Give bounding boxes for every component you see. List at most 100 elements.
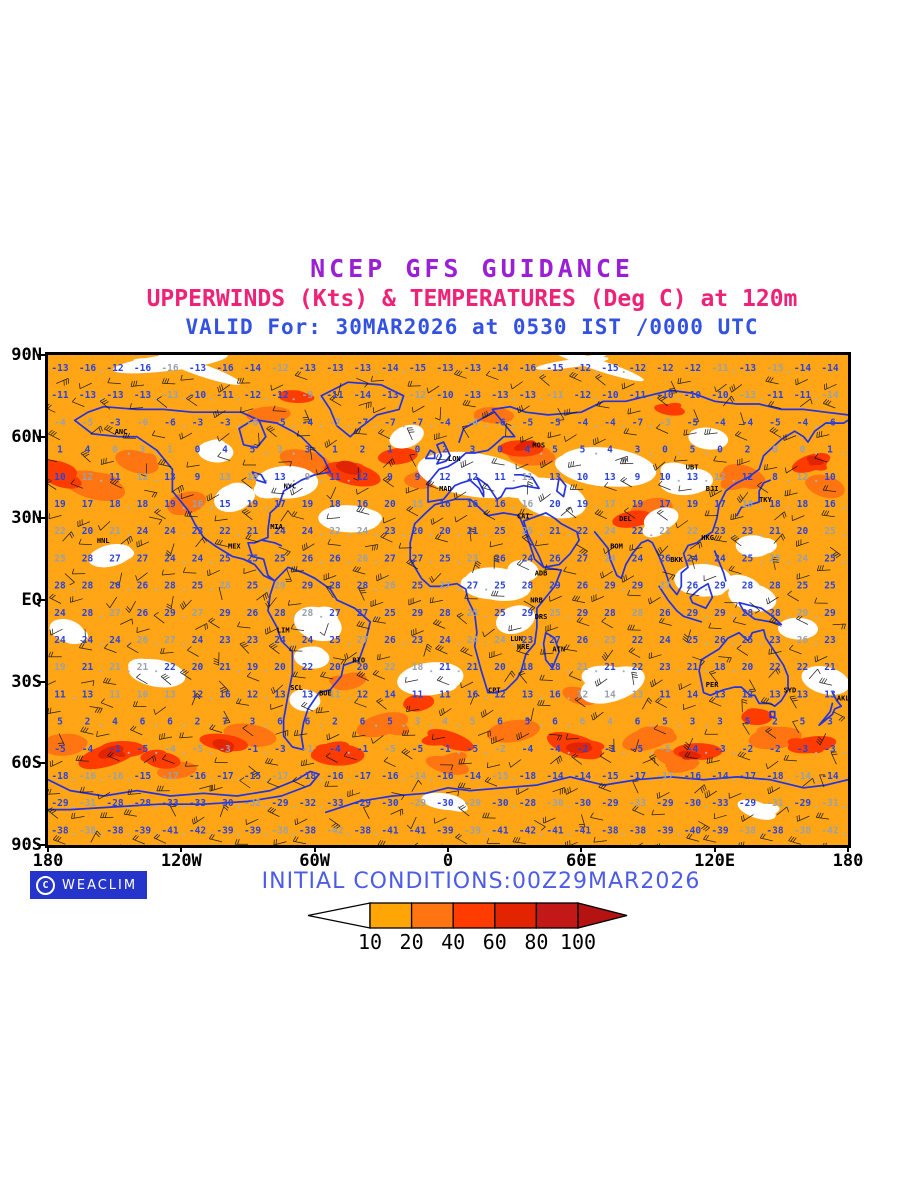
temp-value: 29 — [549, 581, 561, 592]
wind-speed-colorbar: 10 20 40 60 80 100 — [307, 902, 628, 954]
temp-value: -42 — [519, 825, 536, 836]
temp-value: -16 — [436, 771, 453, 782]
x-tick-label: 180 — [832, 851, 864, 871]
temp-value: 24 — [54, 635, 66, 646]
temp-value: -14 — [354, 390, 371, 401]
temp-value: 28 — [742, 608, 754, 619]
y-tick-label: 60S — [11, 753, 42, 774]
temp-value: 20 — [357, 662, 369, 673]
temp-value: 14 — [604, 689, 616, 700]
temp-value: 2 — [195, 717, 201, 728]
temp-value: 29 — [714, 581, 726, 592]
temp-value: 4 — [112, 717, 118, 728]
temp-value: 16 — [467, 689, 479, 700]
temp-value: 27 — [137, 553, 148, 564]
station-label: NRB — [530, 597, 543, 605]
temp-value: 23 — [384, 526, 396, 537]
temp-value: -16 — [134, 363, 151, 374]
temp-value: 29 — [164, 608, 176, 619]
temp-value: 0 — [195, 445, 201, 456]
temp-value: 25 — [824, 581, 836, 592]
station-label: ADB — [535, 570, 548, 578]
temp-value: -13 — [326, 363, 343, 374]
temp-value: 12 — [247, 689, 258, 700]
temp-value: -38 — [739, 825, 756, 836]
temp-value: -29 — [271, 798, 288, 809]
temp-value: 24 — [467, 635, 479, 646]
temp-value: -15 — [601, 363, 618, 374]
temp-value: -5 — [687, 417, 699, 428]
temp-value: 21 — [109, 526, 121, 537]
temp-value: 27 — [357, 635, 368, 646]
temp-value: 23 — [604, 635, 616, 646]
temp-value: -29 — [656, 798, 673, 809]
coastline — [689, 582, 714, 610]
temp-value: -39 — [134, 825, 151, 836]
temp-value: 9 — [415, 472, 421, 483]
temp-value: 25 — [742, 553, 754, 564]
temp-value: -7 — [357, 417, 368, 428]
temp-value: 27 — [577, 553, 588, 564]
weaclim-credit-badge: C WEACLIM — [30, 871, 148, 899]
temp-value: -14 — [821, 363, 838, 374]
temp-value: -16 — [79, 363, 96, 374]
temp-value: -5 — [659, 744, 671, 755]
temp-value: 11 — [109, 472, 121, 483]
temp-value: 25 — [797, 581, 809, 592]
temp-value: 23 — [714, 526, 726, 537]
temp-value: -38 — [601, 825, 618, 836]
temp-value: 25 — [274, 553, 286, 564]
temp-value: 21 — [467, 526, 479, 537]
temp-value: 24 — [164, 526, 176, 537]
temp-value: 13 — [219, 472, 231, 483]
temp-value: 5 — [580, 445, 586, 456]
temp-value: -38 — [794, 825, 811, 836]
temp-value: 28 — [302, 608, 314, 619]
temp-value: 17 — [604, 499, 615, 510]
temp-value: -16 — [189, 771, 206, 782]
temp-value: -13 — [519, 390, 536, 401]
temp-value: 10 — [54, 472, 66, 483]
temp-value: 27 — [357, 608, 368, 619]
temp-value: 25 — [742, 635, 754, 646]
coastline — [427, 473, 540, 503]
temp-value: 28 — [769, 581, 781, 592]
temp-value: 21 — [824, 662, 836, 673]
temp-value: 13 — [824, 689, 836, 700]
temp-value: -16 — [519, 363, 536, 374]
temp-value: 25 — [247, 553, 259, 564]
temp-value: 23 — [247, 635, 259, 646]
temp-value: -17 — [629, 771, 646, 782]
temp-value: 19 — [687, 499, 699, 510]
temp-value: -11 — [711, 363, 728, 374]
y-tickmark — [37, 844, 45, 846]
temp-value: 24 — [522, 553, 534, 564]
station-label: NYC — [284, 482, 297, 490]
temp-value: -38 — [79, 825, 96, 836]
temp-value: 10 — [659, 472, 671, 483]
temp-value: 23 — [769, 635, 781, 646]
station-label: HNL — [97, 537, 110, 545]
temp-value: -38 — [766, 825, 783, 836]
temp-value: 9 — [195, 472, 201, 483]
temp-value: 29 — [412, 608, 424, 619]
temp-value: -41 — [546, 825, 563, 836]
temp-value: 1 — [57, 445, 63, 456]
temp-value: 6 — [360, 717, 366, 728]
colorbar-tick-label: 80 — [524, 930, 548, 954]
temp-value: 27 — [109, 553, 120, 564]
station-labels-layer: ANC NYC MIA MEX LIM SCL BUE RIO LON MAD CAI NRB CPT M… — [97, 428, 848, 703]
temp-value: -41 — [409, 825, 426, 836]
temp-value: 24 — [82, 635, 94, 646]
temp-value: 25 — [824, 553, 836, 564]
station-label: BJI — [706, 485, 719, 493]
temp-value: 25 — [329, 635, 341, 646]
temp-value: 22 — [769, 662, 780, 673]
temp-value: 13 — [274, 689, 286, 700]
temp-value: -3 — [824, 744, 836, 755]
temp-value: 24 — [54, 608, 66, 619]
station-label: MEX — [228, 542, 241, 550]
temp-value: -4 — [164, 744, 176, 755]
temp-value: 4 — [607, 717, 613, 728]
station-label: CAI — [517, 512, 530, 520]
